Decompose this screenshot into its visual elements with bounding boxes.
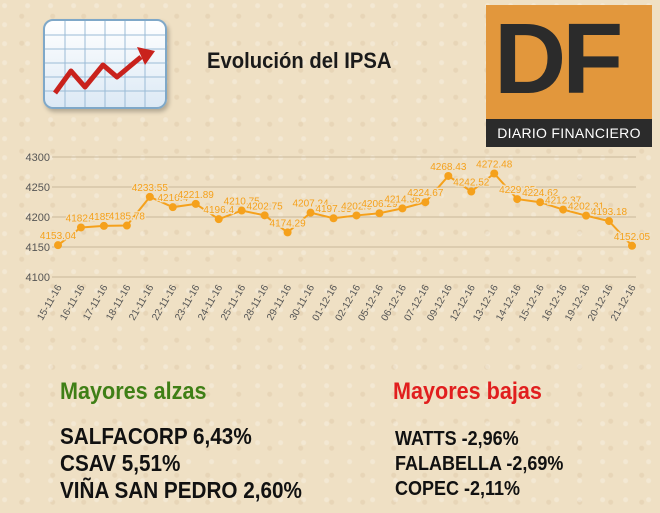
data-point: [76, 223, 85, 232]
data-label: 4202.31: [568, 202, 605, 213]
list-item: FALABELLA -2,69%: [395, 453, 564, 475]
data-label: 4272.48: [476, 160, 513, 171]
data-point: [444, 171, 453, 180]
data-label: 4210.75: [224, 197, 261, 208]
data-point: [214, 215, 223, 224]
y-axis-ticks: 4100 4150 4200 4250 4300: [26, 152, 50, 284]
data-label: 4224.67: [407, 188, 444, 199]
data-point: [467, 187, 476, 196]
data-point: [260, 211, 269, 220]
data-point: [122, 221, 131, 230]
list-item: SALFACORP 6,43%: [60, 423, 252, 449]
data-point: [237, 206, 246, 215]
data-point: [145, 192, 154, 201]
data-label: 4221.89: [178, 190, 215, 201]
winners-heading: Mayores alzas: [60, 378, 207, 405]
y-tick-label: 4300: [26, 152, 50, 164]
data-label: 4233.55: [132, 183, 169, 194]
data-point: [283, 228, 292, 237]
data-point: [421, 198, 430, 207]
data-label: 4242.52: [453, 177, 490, 188]
data-point: [536, 198, 545, 207]
data-point: [99, 221, 108, 230]
data-point: [306, 208, 315, 217]
data-point: [329, 214, 338, 223]
logo-tagline: DIARIO FINANCIERO: [486, 119, 652, 147]
data-point: [54, 241, 62, 250]
data-label: 4185.2: [89, 212, 120, 223]
data-label: 4153.04: [40, 231, 77, 242]
data-label: 4196.4: [203, 205, 234, 216]
data-point: [375, 209, 384, 218]
data-label: 4268.43: [430, 162, 467, 173]
data-point: [582, 211, 591, 220]
data-label: 4212.37: [545, 196, 582, 207]
losers-list: WATTS -2,96% FALABELLA -2,69% COPEC -2,1…: [395, 427, 563, 502]
data-point: [168, 203, 177, 212]
losers-heading: Mayores bajas: [393, 378, 542, 405]
data-label: 4202.6: [341, 201, 372, 212]
data-label: 4224.62: [522, 188, 559, 199]
data-label: 4202.75: [247, 201, 284, 212]
data-label: 4216.4: [158, 193, 189, 204]
data-label: 4174.29: [270, 218, 307, 229]
data-label: 4197.93: [315, 204, 352, 215]
y-tick-label: 4250: [26, 182, 50, 194]
data-point: [605, 217, 614, 226]
data-point: [513, 195, 522, 204]
page-title: Evolución del IPSA: [207, 48, 392, 73]
list-item: WATTS -2,96%: [395, 428, 519, 450]
data-label: 4152.05: [614, 232, 651, 243]
data-label: 4214.36: [384, 194, 421, 205]
data-point: [398, 204, 407, 213]
data-point: [559, 205, 568, 214]
data-point: [352, 211, 361, 220]
data-label: 4207.24: [292, 199, 329, 210]
data-label: 4182.6: [66, 213, 97, 224]
diario-financiero-logo: DF DIARIO FINANCIERO: [486, 5, 652, 147]
ipsa-data-labels: 4153.044182.64185.24185.784233.554216.44…: [39, 158, 652, 244]
data-point: [490, 169, 499, 178]
data-label: 4193.18: [591, 207, 628, 218]
list-item: COPEC -2,11%: [395, 478, 521, 500]
x-axis-ticks: 15-11-1616-11-1617-11-1618-11-1621-11-16…: [35, 283, 638, 324]
y-tick-label: 4200: [26, 212, 50, 224]
data-label: 4229.85: [499, 185, 536, 196]
data-label: 4185.78: [109, 212, 146, 223]
y-tick-label: 4100: [26, 272, 50, 284]
ipsa-line-chart: 4100 4150 4200 4250 4300 15-11-1616-11-1617-…: [26, 152, 652, 324]
list-item: VIÑA SAN PEDRO 2,60%: [60, 477, 302, 503]
data-point: [628, 241, 636, 250]
data-point: [191, 199, 200, 208]
list-item: CSAV 5,51%: [60, 450, 181, 476]
winners-list: SALFACORP 6,43% CSAV 5,51% VIÑA SAN PEDR…: [60, 423, 302, 504]
trend-chart-icon: [43, 19, 167, 109]
logo-letters: DF: [494, 3, 623, 115]
y-tick-label: 4150: [26, 242, 50, 254]
data-label: 4206.29: [361, 199, 398, 210]
ipsa-series-points: [54, 169, 636, 250]
